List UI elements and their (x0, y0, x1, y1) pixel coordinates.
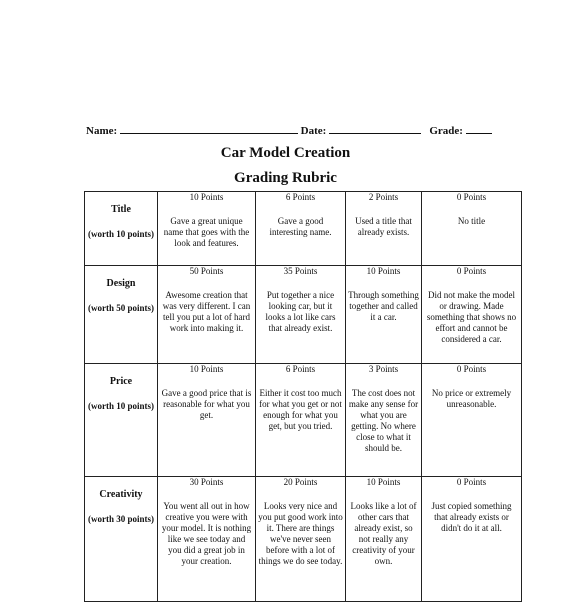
student-info-line: Name: Date: Grade: (86, 124, 506, 137)
score-cell: 50 Points Awesome creation that was very … (157, 265, 256, 364)
score-cell: 35 Points Put together a nice looking car… (255, 265, 346, 364)
criteria-description: Gave a good price that is reasonable for… (161, 388, 252, 420)
criteria-description: Gave a good interesting name. (269, 216, 332, 237)
date-label: Date: (300, 125, 327, 137)
score-cell: 0 Points No price or extremely unreasonab… (421, 363, 522, 477)
criteria-description: Looks very nice and you put good work in… (258, 501, 343, 566)
points-label: 6 Points (285, 192, 316, 203)
score-cell: 10 Points Through something together and … (345, 265, 422, 364)
category-name: Creativity (99, 489, 143, 500)
criteria-description: Awesome creation that was very different… (162, 290, 251, 333)
category-name: Title (111, 204, 131, 215)
category-worth: (worth 30 points) (87, 514, 154, 524)
grade-blank[interactable] (465, 124, 492, 134)
grade-label: Grade: (429, 125, 463, 137)
rubric-row-price: Price (worth 10 points) 10 Points Gave a go… (84, 363, 522, 477)
criteria-description: You went all out in how creative you wer… (161, 501, 252, 566)
points-label: 10 Points (366, 266, 401, 277)
category-worth: (worth 50 points) (87, 303, 154, 313)
criteria-description: Either it cost too much for what you get… (259, 388, 342, 431)
name-label: Name: (86, 125, 118, 137)
rubric-row-title: Title (worth 10 points) 10 Points Gave a gr… (84, 191, 522, 266)
criteria-description: The cost does not make any sense for wha… (348, 388, 419, 453)
date-blank[interactable] (329, 124, 422, 134)
score-cell: 10 Points Gave a good price that is reaso… (157, 363, 256, 477)
points-label: 0 Points (456, 266, 487, 277)
grading-rubric-table: Title (worth 10 points) 10 Points Gave a gr… (84, 191, 522, 602)
criteria-description: Through something together and called it… (348, 290, 419, 322)
document-subtitle: Grading Rubric (234, 170, 337, 186)
points-label: 0 Points (456, 477, 487, 488)
rubric-row-creativity: Creativity (worth 30 points) 30 Points You … (84, 476, 522, 602)
name-blank[interactable] (119, 124, 298, 134)
points-label: 0 Points (456, 192, 487, 203)
score-cell: 6 Points Either it cost too much for what… (255, 363, 346, 477)
criteria-description: No title (457, 216, 486, 226)
criteria-description: No price or extremely unreasonable. (431, 388, 512, 409)
criteria-description: Just copied something that already exist… (431, 501, 512, 533)
score-cell: 10 Points Looks like a lot of other cars … (345, 476, 422, 602)
points-label: 10 Points (366, 477, 401, 488)
points-label: 0 Points (456, 364, 487, 375)
score-cell: 3 Points The cost does not make any sense… (345, 363, 422, 477)
criteria-description: Used a title that already exists. (355, 216, 412, 237)
category-worth: (worth 10 points) (87, 401, 154, 411)
criteria-description: Did not make the model or drawing. Made … (426, 290, 517, 344)
score-cell: 30 Points You went all out in how creativ… (157, 476, 256, 602)
score-cell: 0 Points Did not make the model or drawin… (421, 265, 522, 364)
score-cell: 0 Points No title (421, 191, 522, 266)
document-title: Car Model Creation (220, 145, 351, 161)
points-label: 2 Points (368, 192, 399, 203)
points-label: 10 Points (189, 192, 224, 203)
criteria-description: Looks like a lot of other cars that alre… (350, 501, 417, 566)
score-cell: 20 Points Looks very nice and you put goo… (255, 476, 346, 602)
score-cell: 10 Points Gave a great unique name that g… (157, 191, 256, 266)
category-cell: Creativity (worth 30 points) (84, 476, 158, 602)
score-cell: 6 Points Gave a good interesting name. (255, 191, 346, 266)
points-label: 3 Points (368, 364, 399, 375)
points-label: 30 Points (189, 477, 224, 488)
category-cell: Price (worth 10 points) (84, 363, 158, 477)
score-cell: 0 Points Just copied something that alrea… (421, 476, 522, 602)
criteria-description: Put together a nice looking car, but it … (265, 290, 336, 333)
points-label: 20 Points (283, 477, 318, 488)
points-label: 35 Points (283, 266, 318, 277)
points-label: 50 Points (189, 266, 224, 277)
category-name: Design (106, 278, 136, 289)
category-cell: Title (worth 10 points) (84, 191, 158, 266)
category-name: Price (109, 376, 133, 387)
category-worth: (worth 10 points) (87, 229, 154, 239)
criteria-description: Gave a great unique name that goes with … (163, 216, 250, 248)
rubric-row-design: Design (worth 50 points) 50 Points Awesome … (84, 265, 522, 364)
points-label: 10 Points (189, 364, 224, 375)
score-cell: 2 Points Used a title that already exists… (345, 191, 422, 266)
category-cell: Design (worth 50 points) (84, 265, 158, 364)
points-label: 6 Points (285, 364, 316, 375)
